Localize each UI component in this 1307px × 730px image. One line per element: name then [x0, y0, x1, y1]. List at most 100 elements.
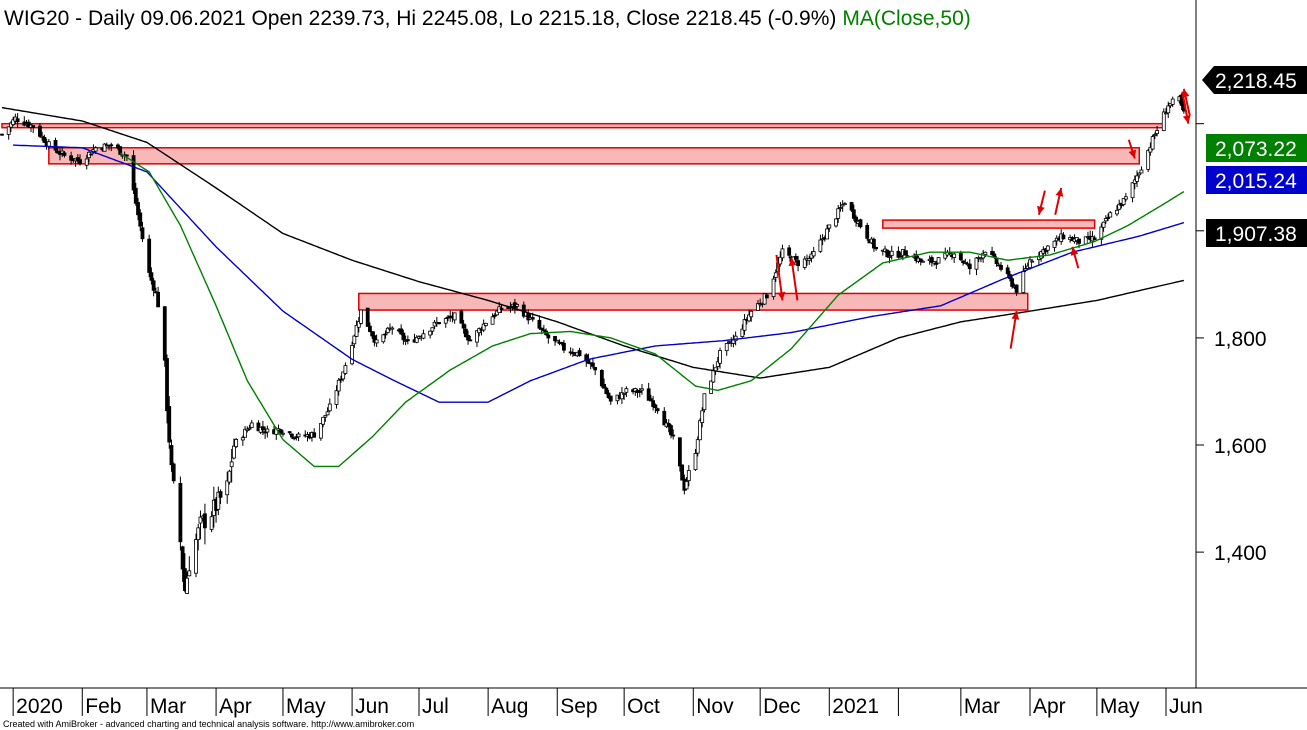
annotation-arrow	[788, 257, 799, 301]
candle	[1164, 107, 1168, 115]
candle	[807, 255, 812, 265]
candle	[1155, 125, 1159, 137]
candle	[169, 439, 174, 472]
candle	[591, 357, 595, 369]
candle	[140, 221, 145, 243]
candle	[6, 126, 11, 140]
candle	[325, 407, 330, 416]
candle	[31, 125, 36, 134]
candle	[414, 335, 419, 344]
value-tag-ma50: 2,073.22	[1206, 134, 1307, 162]
candle	[461, 320, 466, 334]
candle	[715, 356, 720, 370]
candle	[684, 476, 689, 491]
candle	[974, 256, 979, 276]
candle	[593, 366, 598, 376]
candle	[339, 375, 343, 383]
candle	[466, 330, 470, 345]
x-tick-label: Mar	[964, 695, 1000, 718]
candle	[443, 317, 448, 328]
candle	[232, 438, 236, 460]
candle	[234, 437, 239, 449]
candle	[1115, 205, 1119, 217]
candle	[327, 398, 332, 413]
candle	[693, 448, 698, 471]
candle	[131, 150, 136, 195]
chart-title-main: WIG20 - Daily 09.06.2021 Open 2239.73, H…	[4, 7, 836, 30]
candle	[599, 369, 604, 388]
candle	[109, 142, 114, 152]
candle	[1099, 223, 1104, 245]
candle	[952, 252, 957, 263]
candle	[149, 267, 154, 285]
candle	[343, 362, 348, 375]
candle	[624, 386, 629, 398]
candle	[60, 146, 65, 157]
candle	[653, 403, 658, 414]
chart-title-indicator: MA(Close,50)	[842, 7, 970, 30]
y-tick-label: 1,800	[1214, 328, 1267, 351]
candle	[780, 244, 785, 262]
candle	[1101, 221, 1106, 232]
resistance-zone-3	[882, 219, 1096, 229]
candle	[680, 464, 685, 481]
candle	[541, 324, 546, 333]
candle	[898, 252, 903, 258]
footer-credit: Created with AmiBroker - advanced charti…	[3, 719, 414, 729]
candle	[432, 319, 437, 330]
candle	[281, 430, 285, 437]
candle	[1108, 211, 1113, 218]
candle	[553, 335, 557, 346]
candle	[78, 154, 82, 166]
candle	[747, 309, 751, 323]
candle	[608, 395, 613, 405]
candle	[918, 258, 923, 266]
x-tick-label: Mar	[150, 695, 186, 718]
resistance-zone-0	[1, 122, 1165, 129]
candle	[354, 320, 359, 337]
value-tag-ma100: 2,015.24	[1206, 166, 1307, 194]
candle	[336, 377, 341, 396]
candle	[695, 436, 700, 457]
candle	[102, 143, 107, 152]
candle	[390, 326, 395, 335]
candle	[843, 202, 847, 206]
candle	[1092, 235, 1097, 241]
candle	[555, 339, 560, 343]
candle	[218, 489, 223, 505]
moving-averages	[1, 106, 1185, 468]
annotation-arrow	[775, 254, 786, 301]
candle	[138, 209, 143, 232]
candle	[225, 471, 230, 504]
candle	[778, 251, 783, 267]
candle	[1135, 170, 1139, 188]
candle	[1170, 96, 1175, 107]
candle	[430, 327, 435, 335]
candle	[490, 313, 495, 325]
candle	[370, 331, 375, 339]
candle	[787, 245, 792, 259]
candle	[341, 371, 346, 382]
value-tags: 2,218.45 2,073.22 2,015.24 1,907.38	[1202, 66, 1307, 247]
candle	[84, 154, 89, 170]
candle	[889, 245, 894, 260]
candle	[756, 299, 760, 311]
candle	[871, 237, 876, 252]
annotation-arrows	[775, 88, 1191, 349]
candle	[936, 257, 941, 264]
candle	[604, 386, 609, 395]
candle	[546, 332, 551, 344]
candle	[385, 326, 390, 334]
candle	[838, 201, 843, 212]
annotation-arrow	[1127, 139, 1137, 159]
candle	[1061, 232, 1066, 240]
candle	[53, 137, 58, 153]
value-tag-close: 2,218.45	[1202, 66, 1307, 94]
candle	[811, 246, 816, 259]
candle	[669, 424, 673, 439]
candle	[278, 428, 283, 435]
candle	[943, 247, 948, 261]
candle	[1139, 166, 1144, 174]
